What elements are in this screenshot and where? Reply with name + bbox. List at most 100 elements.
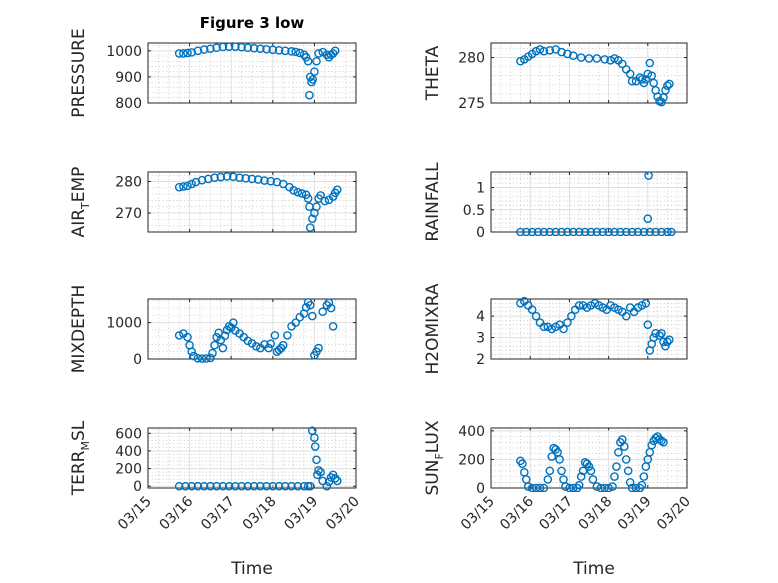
data-point [633,227,643,236]
y-axis-label: H2OMIXRA [423,283,443,374]
data-point [179,49,188,58]
figure-title: Figure 3 low [200,14,305,32]
data-point [206,44,215,54]
data-point [247,174,257,184]
data-point [580,227,590,236]
y-tick-label: 400 [115,444,142,460]
data-point [283,331,292,340]
data-point [303,56,313,66]
data-point [551,227,560,236]
data-point [289,186,298,195]
data-point [274,481,284,491]
data-point [287,481,296,491]
y-tick-label: 280 [458,51,485,67]
data-point [268,45,278,55]
data-point [657,227,666,236]
y-axis-label: TERRMSL [69,420,92,496]
y-axis-label: PRESSURE [69,28,89,117]
data-point [174,331,184,340]
data-point [243,43,253,52]
subplot-rainfall: 0 0.5 1 RAINFALL [423,162,688,242]
y-tick-label: 1000 [106,316,142,332]
subplot-pressure: 800 900 1000 PRESSURE [69,28,357,118]
y-axis-label: RAINFALL [423,162,443,242]
y-tick-label: 800 [115,96,142,112]
y-tick-label: 200 [458,452,485,468]
subplot-mixdepth: 0 1000 MIXDEPTH [69,285,357,373]
data-point [533,227,543,236]
data-series [174,42,340,100]
data-point [224,481,234,491]
data-point [237,42,246,52]
data-point [663,227,672,236]
data-point [183,332,192,342]
subplot-theta: 275 280 THETA [423,42,688,112]
data-point [316,191,325,200]
data-point [193,481,203,491]
y-tick-label: 275 [458,96,485,112]
data-point [251,341,261,351]
x-tick-label: 03/16 [157,493,197,533]
data-point [224,42,234,51]
data-point [174,49,184,58]
data-point [610,54,619,63]
data-point [322,481,332,491]
y-tick-label: 270 [115,206,142,222]
data-point [567,311,576,321]
axes-border [490,427,688,489]
data-point [206,481,215,491]
y-tick-label: 0 [133,352,142,368]
data-point [243,481,253,491]
data-point [264,343,273,353]
subplot-h2omixra: 2 3 4 H2OMIXRA [423,283,688,375]
x-tick-label: 03/18 [240,494,280,534]
data-point [661,85,670,95]
x-tick-label: 03/19 [615,494,655,534]
data-point [280,481,290,491]
data-series [516,296,674,355]
data-point [218,42,228,52]
subplot-sun-flux: 0 200 400 SUNFLUX 03/15 03/16 03/17 03/18 03/19 0… [423,420,694,533]
y-tick-label: 1 [476,181,485,197]
data-point [563,49,572,59]
data-point [187,481,196,491]
data-point [616,227,625,236]
data-point [643,214,653,223]
data-point [543,475,553,484]
data-point [557,466,566,476]
data-point [557,47,566,57]
data-series [516,45,674,107]
data-point [193,353,203,363]
data-point [187,347,196,357]
data-point [210,340,219,350]
data-point [218,481,228,491]
data-point [268,481,278,491]
data-point [305,72,315,82]
data-point [199,45,209,54]
data-point [531,311,541,321]
data-point [328,321,338,331]
data-series [174,172,342,232]
data-point [305,300,315,310]
data-point [657,97,666,107]
y-tick-label: 2 [476,352,485,368]
data-point [653,92,662,101]
data-point [231,481,240,491]
data-point [212,481,221,491]
data-point [274,46,284,55]
data-point [228,318,238,327]
data-point [235,173,244,182]
y-tick-label: 280 [115,174,142,190]
data-point [559,324,568,334]
x-axis-label-left: Time [230,559,273,579]
data-point [592,227,602,236]
data-point [253,175,263,184]
data-point [600,55,609,64]
data-point [310,67,319,76]
data-point [645,227,655,236]
data-point [187,179,196,189]
data-point [295,48,305,58]
data-point [643,69,653,79]
data-point [621,227,631,236]
data-point [197,354,207,363]
